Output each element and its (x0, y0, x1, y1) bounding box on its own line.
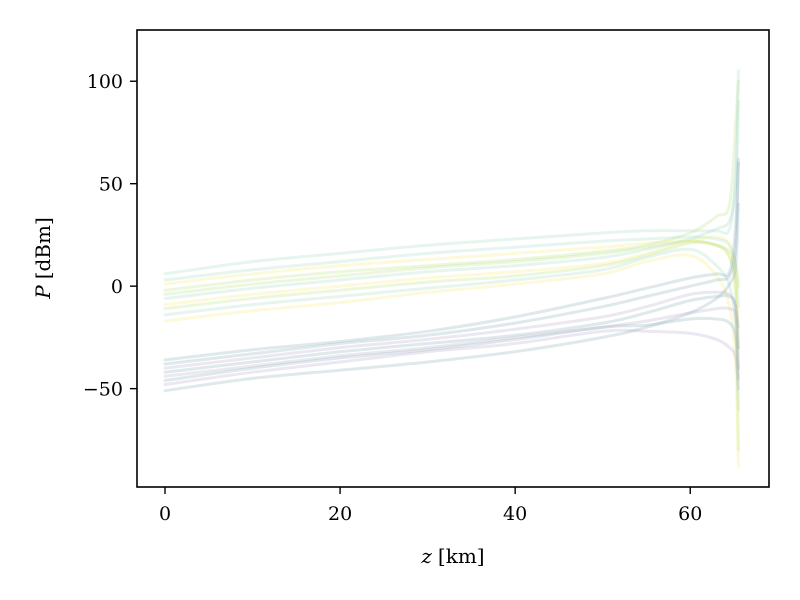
series-line-16 (163, 316, 740, 382)
y-tick-label: 50 (99, 174, 123, 196)
x-tick-label: 20 (328, 503, 352, 525)
x-axis-ticks: 0 20 40 60 (159, 487, 702, 525)
series-layer (163, 69, 740, 468)
series-line-13 (163, 290, 740, 370)
y-tick-label: −50 (83, 379, 123, 401)
y-tick-label: 100 (87, 71, 123, 93)
series-line-7 (163, 235, 740, 370)
series-line-14 (163, 293, 740, 374)
series-line-8 (163, 240, 740, 452)
plot-frame (136, 29, 770, 488)
series-line-1 (163, 69, 740, 276)
x-tick-label: 0 (159, 503, 171, 525)
x-axis-symbol: z (420, 544, 432, 568)
series-line-17 (163, 328, 740, 391)
series-line-10 (163, 253, 740, 468)
series-line-15 (163, 306, 740, 378)
y-axis-label: P [dBm] (31, 217, 55, 300)
y-axis-symbol: P (31, 285, 55, 300)
y-tick-label: 0 (111, 276, 123, 298)
series-line-3 (163, 239, 740, 350)
series-line-12 (163, 161, 740, 366)
x-axis-label: z [km] (420, 544, 484, 568)
series-line-9 (163, 247, 740, 411)
x-tick-label: 40 (503, 503, 527, 525)
y-axis-ticks: −50 0 50 100 (83, 71, 137, 401)
series-line-2 (163, 235, 740, 309)
series-line-5 (163, 239, 740, 296)
series-line-11 (163, 157, 740, 362)
series-line-6 (163, 100, 740, 300)
x-tick-label: 60 (678, 503, 702, 525)
x-axis-unit: [km] (438, 544, 485, 568)
series-line-18 (163, 202, 740, 393)
y-axis-unit: [dBm] (31, 217, 55, 279)
series-line-4 (163, 79, 740, 292)
